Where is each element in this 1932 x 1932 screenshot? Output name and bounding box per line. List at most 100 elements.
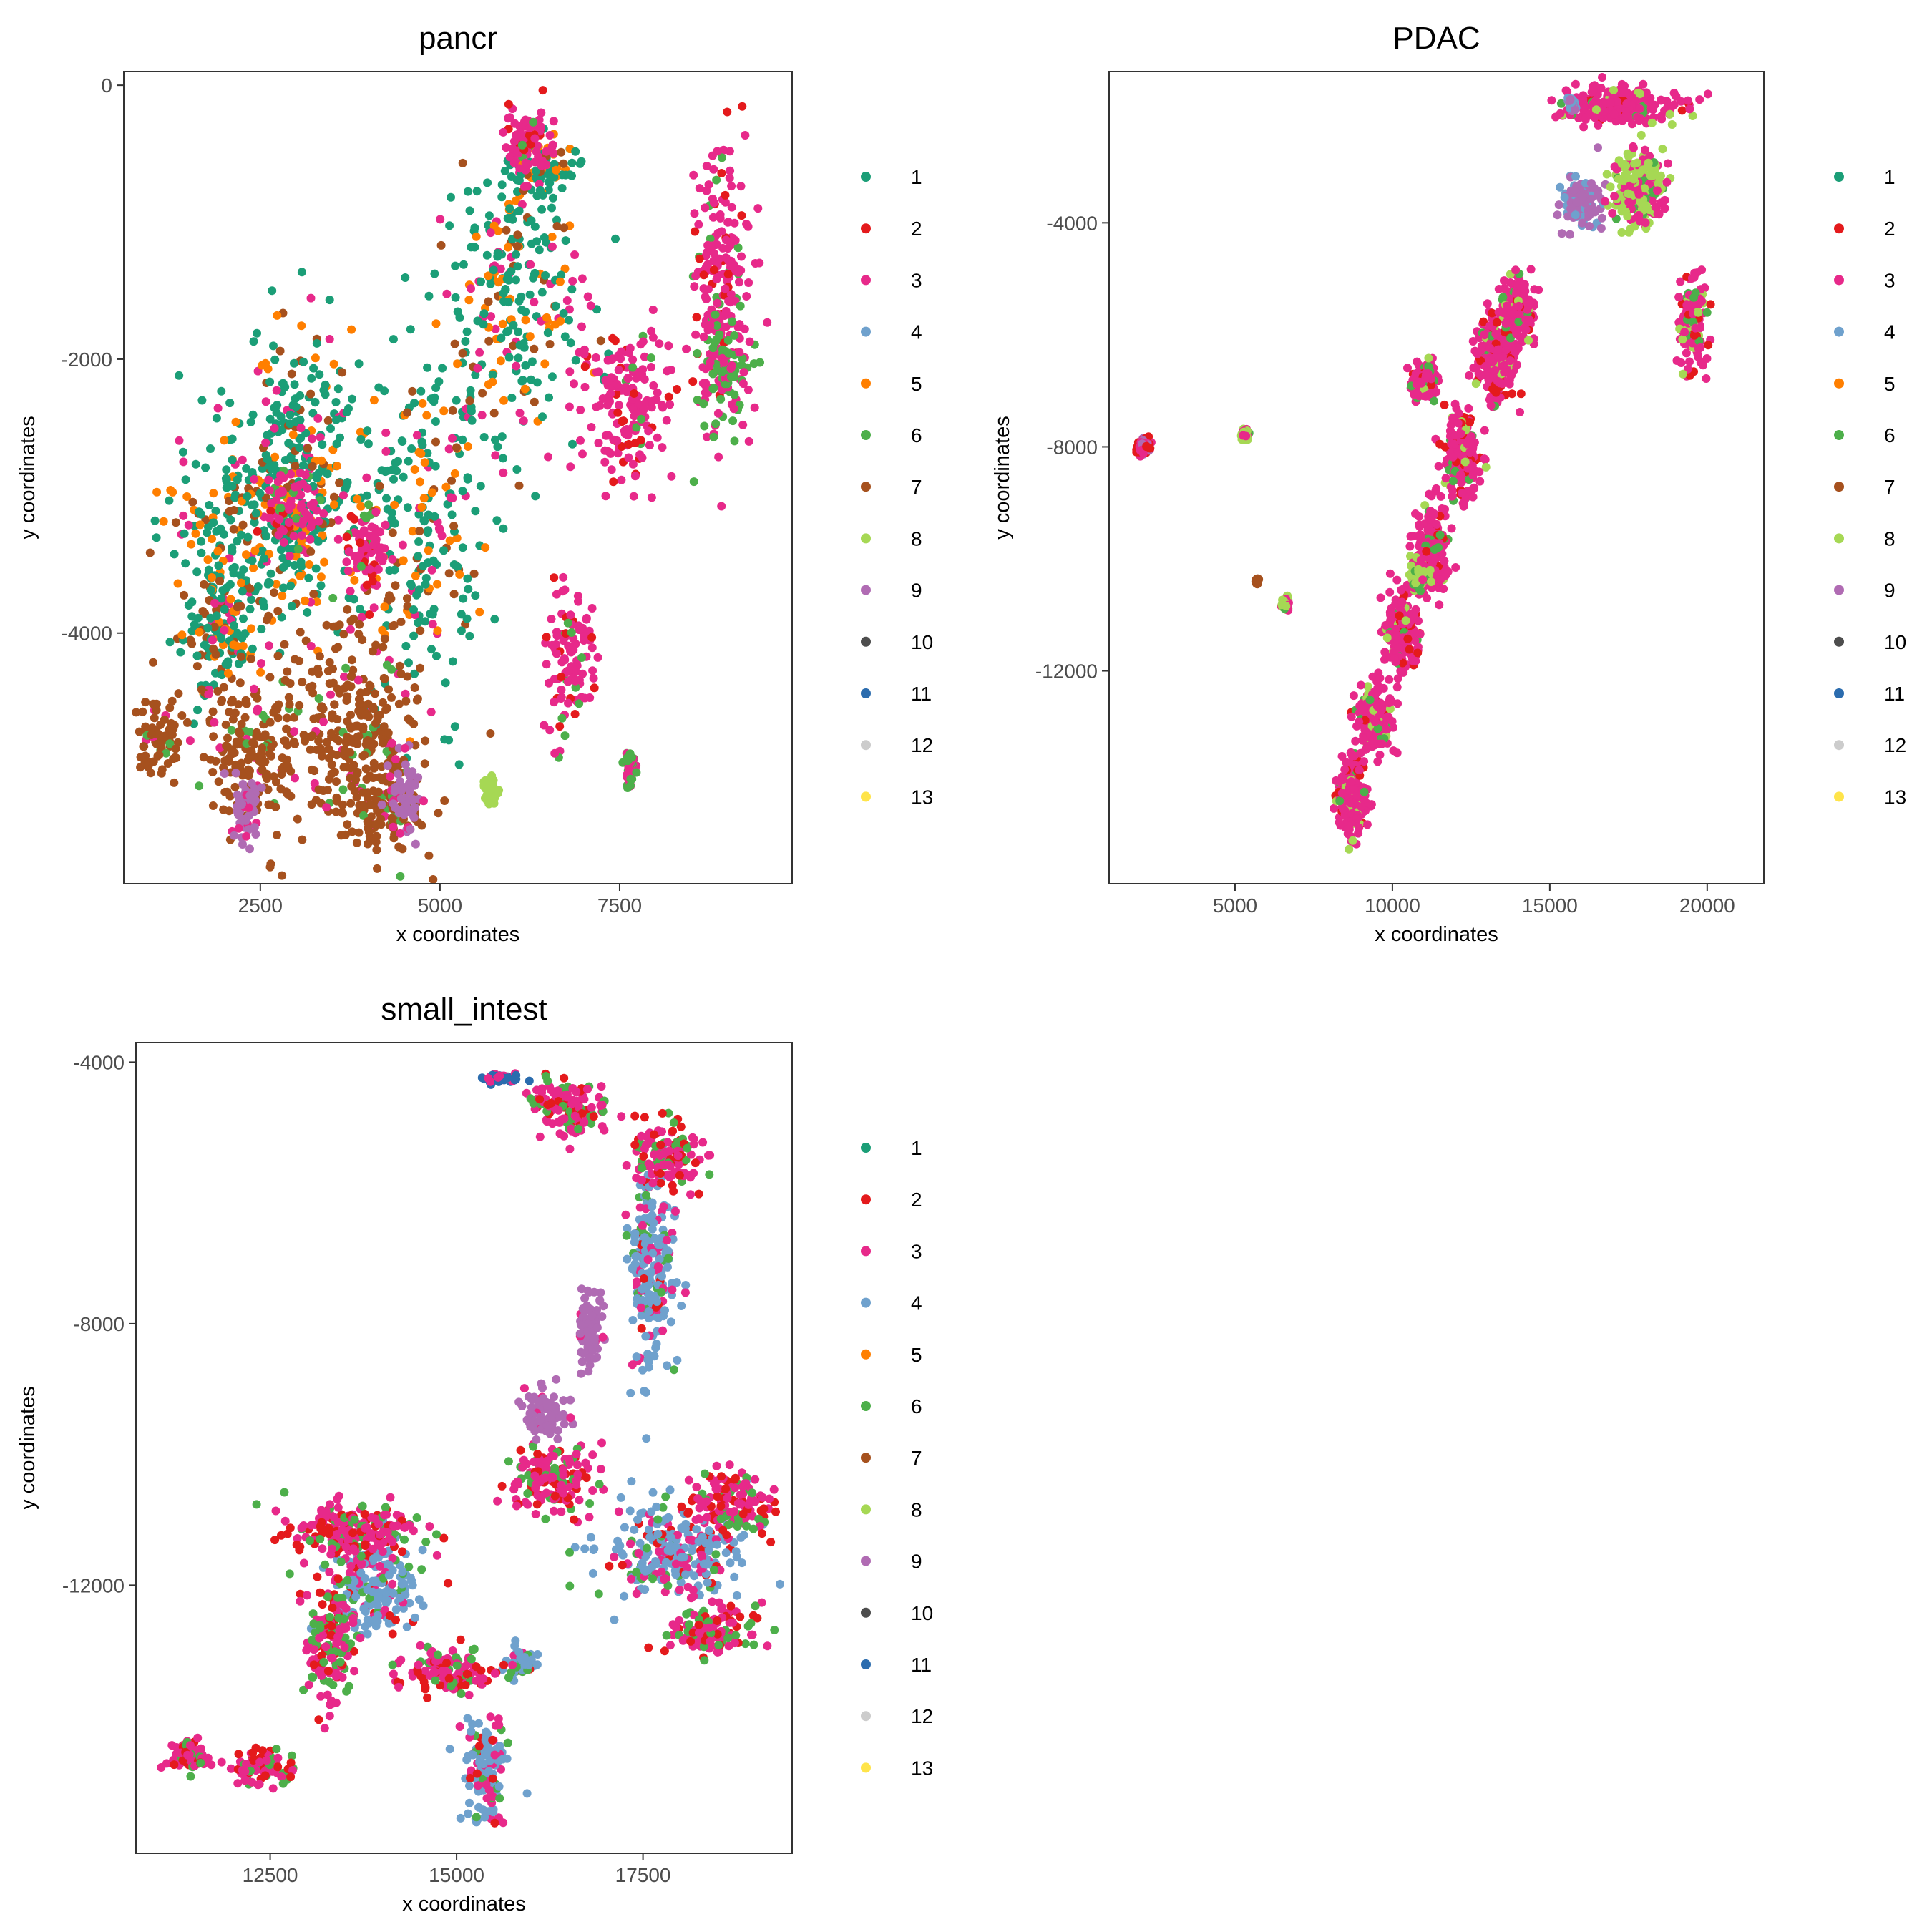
data-point [521, 316, 530, 325]
data-point [1360, 725, 1370, 734]
data-point [308, 518, 317, 527]
data-point [341, 830, 350, 839]
data-point [245, 844, 254, 854]
data-point [487, 312, 496, 321]
data-point [287, 602, 296, 611]
y-tick-label: -2000 [61, 348, 112, 371]
data-point [397, 436, 406, 446]
data-point [289, 532, 298, 541]
data-point [132, 708, 141, 717]
data-point [1385, 608, 1395, 617]
data-point [365, 680, 374, 690]
data-point [499, 468, 508, 477]
data-point [737, 252, 746, 261]
data-point [165, 725, 174, 734]
data-point [1685, 104, 1694, 114]
data-point [1512, 289, 1521, 298]
data-point [580, 349, 589, 358]
data-point [203, 528, 212, 537]
x-tick-label: 7500 [597, 894, 642, 917]
data-point [738, 102, 747, 111]
data-point [582, 615, 591, 624]
data-point [504, 326, 513, 336]
data-point [424, 526, 433, 535]
data-point [389, 799, 398, 809]
data-point [571, 356, 580, 365]
data-point [1606, 182, 1615, 192]
data-point [387, 693, 396, 702]
data-point [386, 772, 395, 781]
data-point [600, 457, 610, 467]
data-point [517, 200, 527, 209]
data-point [384, 728, 393, 738]
data-point [537, 205, 547, 214]
data-point [273, 651, 283, 660]
data-point [265, 377, 275, 386]
data-point [1423, 593, 1431, 602]
data-point [469, 569, 479, 578]
data-point [301, 596, 309, 605]
data-point [613, 408, 623, 417]
data-point [717, 502, 726, 511]
data-point [512, 250, 521, 259]
data-point [550, 748, 560, 758]
data-point [1480, 330, 1489, 339]
data-point [1435, 439, 1445, 449]
data-point [275, 346, 285, 356]
data-point [613, 436, 622, 445]
data-point [157, 765, 167, 774]
data-point [499, 454, 507, 463]
data-point [311, 353, 320, 363]
data-point [502, 225, 511, 235]
data-point [375, 553, 384, 562]
data-point [412, 696, 421, 705]
data-point [277, 613, 286, 622]
data-point [1500, 276, 1508, 286]
data-point [567, 628, 576, 637]
data-point [514, 481, 524, 490]
data-point [1514, 301, 1523, 311]
data-point [209, 732, 218, 741]
data-point [576, 406, 585, 414]
data-point [375, 482, 384, 491]
data-point [486, 228, 495, 238]
data-point [1677, 106, 1687, 115]
data-point [538, 86, 547, 95]
data-point [725, 173, 734, 182]
data-point [571, 676, 580, 686]
data-point [301, 470, 310, 479]
data-point [453, 562, 462, 571]
data-point [382, 494, 391, 503]
data-point [308, 502, 317, 512]
data-point [564, 641, 573, 650]
data-point [235, 678, 245, 688]
data-point [575, 625, 584, 635]
data-point [353, 494, 362, 504]
data-point [1556, 182, 1565, 192]
data-point [399, 556, 408, 565]
data-point [303, 608, 312, 617]
data-point [1345, 844, 1354, 854]
data-point [427, 645, 436, 654]
data-point [272, 408, 281, 417]
data-point [702, 162, 711, 170]
data-point [408, 527, 417, 536]
data-point [708, 213, 718, 222]
data-point [152, 740, 161, 748]
data-point [275, 514, 284, 524]
data-point [250, 518, 259, 527]
data-point [184, 601, 193, 610]
data-point [1456, 470, 1465, 479]
data-point [604, 447, 613, 456]
data-point [414, 537, 424, 546]
data-point [721, 190, 730, 200]
data-point [1560, 193, 1569, 202]
data-point [1405, 645, 1414, 654]
data-point [458, 158, 467, 167]
data-point [316, 581, 326, 590]
data-point [332, 777, 341, 786]
data-point [229, 640, 238, 650]
data-point [733, 323, 743, 332]
data-point [472, 187, 482, 196]
